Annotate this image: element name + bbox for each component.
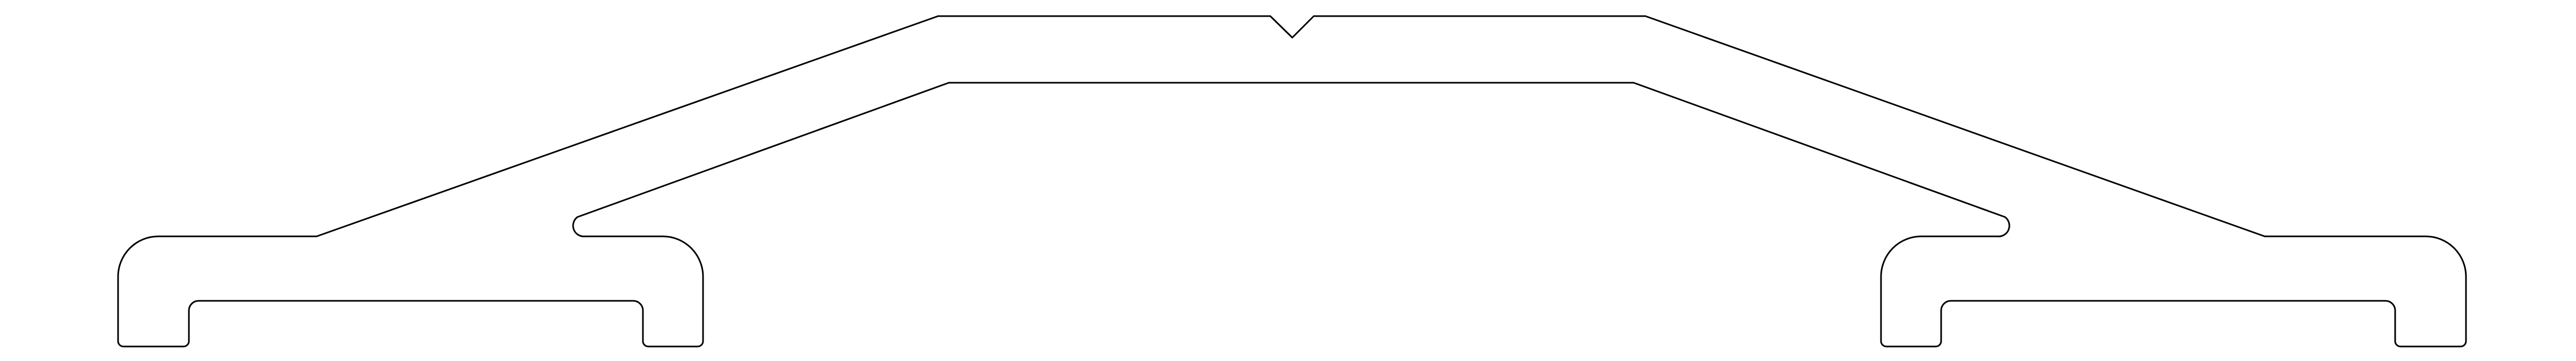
inner-channel-outline bbox=[572, 82, 2467, 348]
right-outer-slope bbox=[1644, 15, 2266, 237]
inner-cavity-outline bbox=[117, 235, 704, 348]
top-flange-outline bbox=[937, 15, 1646, 39]
left-outer-slope bbox=[316, 15, 939, 237]
